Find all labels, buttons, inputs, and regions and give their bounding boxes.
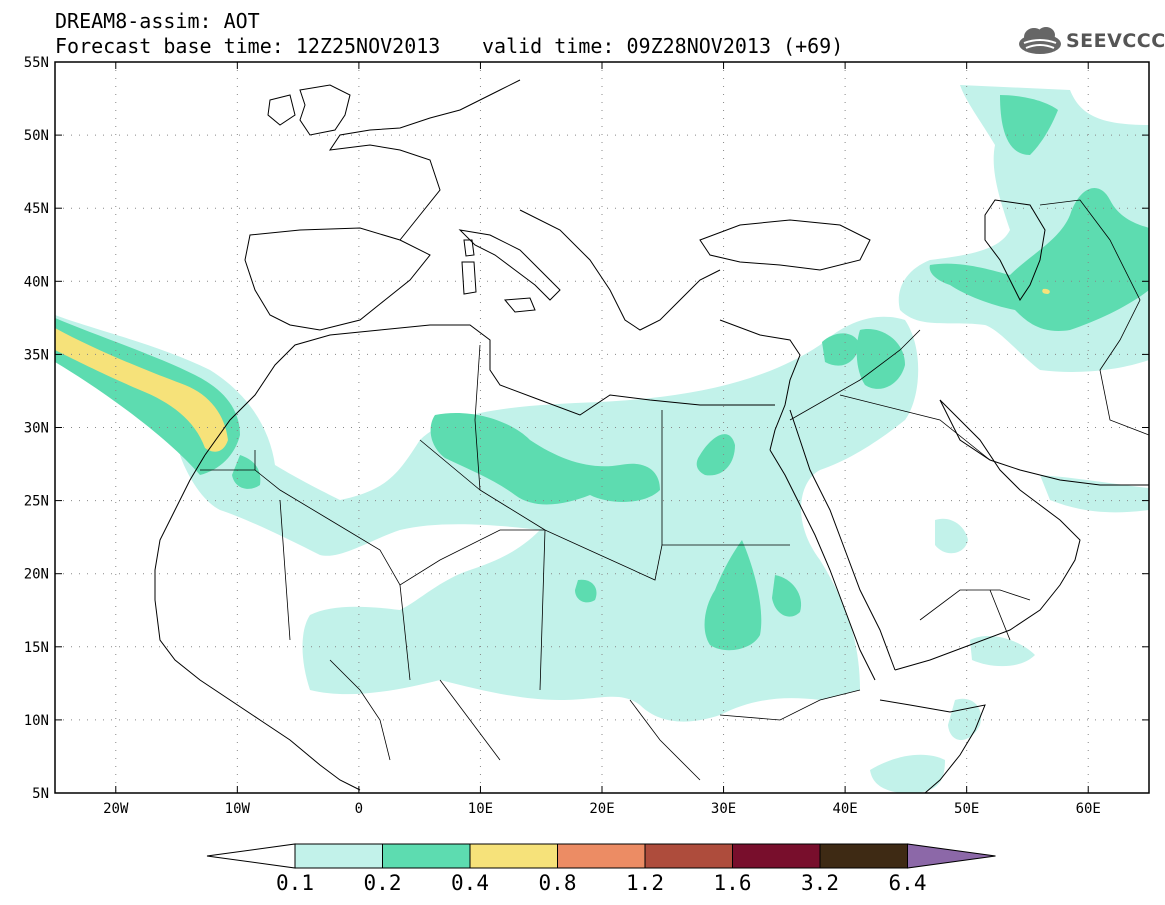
lat-tick-label: 45N xyxy=(24,201,49,217)
colorbar-level-label: 1.2 xyxy=(626,871,664,895)
lon-tick-label: 60E xyxy=(1076,801,1101,817)
valid-time: valid time: 09Z28NOV2013 (+69) xyxy=(482,34,844,58)
colorbar-level-label: 0.1 xyxy=(276,871,314,895)
colorbar-level-label: 0.2 xyxy=(364,871,402,895)
lat-tick-label: 5N xyxy=(32,786,49,802)
colorbar-box xyxy=(644,843,733,869)
colorbar-level-label: 3.2 xyxy=(801,871,839,895)
lon-tick-label: 50E xyxy=(954,801,979,817)
coastlines xyxy=(154,79,1149,793)
aot-level-0-4 xyxy=(55,288,1050,452)
colorbar-level-label: 6.4 xyxy=(889,871,927,895)
lon-tick-label: 20E xyxy=(589,801,614,817)
lat-tick-label: 10N xyxy=(24,713,49,729)
longitude-ticks: 20W 10W 0 10E 20E 30E 40E 50E 60E xyxy=(103,62,1101,817)
latitude-ticks: 55N 50N 45N 40N 35N 30N 25N 20N 15N 10N 5N xyxy=(24,55,1149,802)
lat-tick-label: 40N xyxy=(24,274,49,290)
colorbar-left-arrow xyxy=(206,843,296,869)
colorbar-box xyxy=(382,843,471,869)
colorbar-right-arrow xyxy=(907,843,996,869)
lat-tick-label: 30N xyxy=(24,421,49,437)
lat-tick-label: 25N xyxy=(24,494,49,510)
lat-tick-label: 35N xyxy=(24,347,49,363)
map-title: DREAM8-assim: AOT xyxy=(55,9,260,33)
lat-tick-label: 50N xyxy=(24,128,49,144)
lon-tick-label: 20W xyxy=(103,801,129,817)
lon-tick-label: 10W xyxy=(225,801,251,817)
aot-shading xyxy=(55,85,1149,793)
colorbar-level-label: 0.8 xyxy=(539,871,577,895)
country-borders xyxy=(200,199,1149,781)
colorbar-box xyxy=(557,843,646,869)
colorbar-box xyxy=(732,843,821,869)
lat-tick-label: 15N xyxy=(24,640,49,656)
forecast-base-time: Forecast base time: 12Z25NOV2013 xyxy=(55,34,441,58)
lat-tick-label: 55N xyxy=(24,55,49,71)
logo-text: SEEVCCC xyxy=(1066,30,1165,52)
lon-tick-label: 30E xyxy=(711,801,736,817)
seevccc-logo: SEEVCCC xyxy=(1016,24,1165,58)
colorbar-labels: 0.1 0.2 0.4 0.8 1.2 1.6 3.2 6.4 xyxy=(276,871,926,895)
colorbar xyxy=(206,843,996,869)
colorbar-level-label: 1.6 xyxy=(714,871,752,895)
lon-tick-label: 10E xyxy=(468,801,493,817)
colorbar-box xyxy=(469,843,558,869)
lon-tick-label: 40E xyxy=(832,801,857,817)
lat-tick-label: 20N xyxy=(24,567,49,583)
colorbar-level-label: 0.4 xyxy=(451,871,489,895)
colorbar-box xyxy=(294,843,383,869)
cloud-icon xyxy=(1019,27,1061,54)
lon-tick-label: 0 xyxy=(355,801,363,817)
colorbar-box xyxy=(819,843,908,869)
